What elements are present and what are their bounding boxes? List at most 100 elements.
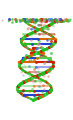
Point (66, 20, 67, 21)
Point (42, 94, 44, 96)
Point (35, 25, 36, 27)
Point (17, 88, 18, 90)
Point (51, 19, 53, 21)
Point (47, 29, 48, 30)
Point (31, 88, 33, 90)
Point (42, 27, 43, 29)
Point (30, 77, 31, 79)
Point (23, 70, 24, 72)
Point (44, 20, 45, 22)
Point (50, 45, 51, 47)
Point (35, 66, 36, 68)
Point (57, 18, 59, 20)
Point (48, 33, 49, 35)
Point (25, 71, 26, 73)
Point (38, 85, 39, 87)
Point (35, 98, 36, 100)
Point (51, 19, 52, 21)
Point (54, 40, 56, 42)
Point (47, 47, 48, 49)
Point (50, 43, 51, 45)
Point (65, 18, 67, 20)
Point (29, 73, 30, 75)
Point (37, 93, 38, 95)
Point (36, 51, 37, 53)
Point (24, 45, 25, 47)
Point (61, 20, 62, 22)
Point (32, 81, 34, 83)
Point (55, 20, 56, 22)
Point (46, 25, 47, 27)
Point (19, 66, 20, 68)
Point (52, 44, 53, 46)
Point (32, 31, 33, 33)
Point (31, 49, 32, 51)
Point (39, 55, 40, 57)
Point (28, 23, 29, 25)
Point (39, 19, 41, 21)
Point (60, 20, 61, 22)
Point (11, 21, 13, 23)
Point (48, 83, 49, 85)
Point (30, 20, 31, 21)
Point (44, 56, 45, 57)
Point (31, 19, 33, 21)
Point (36, 52, 38, 54)
Point (44, 88, 45, 90)
Point (52, 37, 54, 39)
Point (34, 21, 36, 23)
Point (45, 20, 46, 22)
Point (28, 71, 29, 73)
Point (34, 59, 35, 61)
Point (16, 19, 17, 21)
Point (54, 18, 56, 20)
Point (54, 19, 55, 21)
Point (26, 22, 27, 24)
Point (23, 18, 24, 20)
Point (19, 61, 20, 63)
Point (42, 54, 43, 56)
Point (33, 17, 34, 19)
Point (28, 79, 29, 81)
Point (40, 20, 42, 22)
Point (39, 28, 40, 30)
Point (37, 71, 39, 73)
Point (35, 71, 36, 73)
Point (36, 57, 37, 59)
Point (63, 20, 65, 22)
Point (45, 71, 46, 73)
Point (49, 20, 50, 22)
Point (1, 20, 2, 21)
Point (51, 61, 52, 63)
Point (38, 52, 39, 54)
Point (41, 28, 42, 30)
Point (52, 20, 54, 22)
Point (40, 18, 41, 20)
Point (49, 69, 50, 71)
Point (42, 52, 44, 54)
Point (31, 25, 33, 27)
Point (30, 32, 31, 34)
Point (54, 38, 55, 40)
Point (39, 43, 41, 45)
Point (37, 43, 38, 45)
Point (58, 20, 60, 22)
Point (22, 57, 24, 59)
Point (50, 86, 51, 88)
Point (22, 19, 23, 21)
Point (24, 42, 25, 44)
Point (21, 41, 22, 43)
Point (39, 78, 41, 80)
Point (49, 33, 50, 34)
Point (23, 64, 25, 66)
Point (42, 91, 43, 93)
Point (25, 46, 27, 48)
Point (26, 28, 27, 30)
Point (23, 94, 25, 96)
Point (30, 20, 32, 22)
Point (25, 18, 27, 20)
Point (39, 96, 41, 98)
Point (45, 18, 46, 20)
Point (21, 92, 22, 94)
Point (33, 75, 34, 77)
